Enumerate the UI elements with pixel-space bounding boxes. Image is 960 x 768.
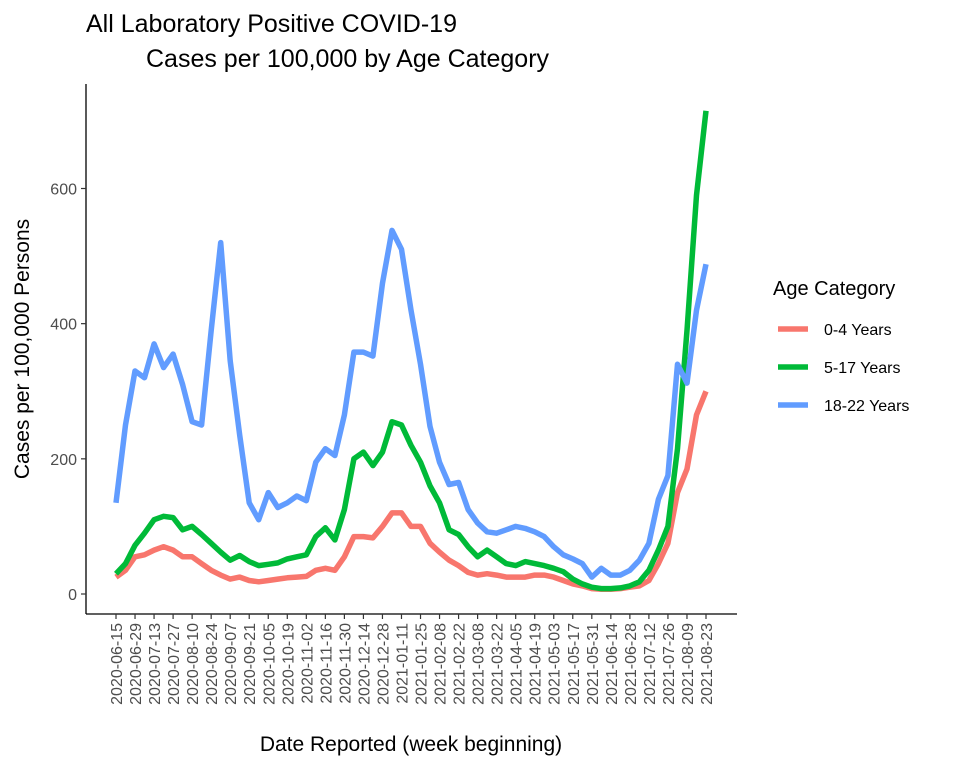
y-tick-label: 600 [50, 182, 77, 199]
x-tick-label: 2020-06-15 [109, 623, 126, 705]
legend-label: 0-4 Years [824, 322, 892, 339]
series-line-5-17-years [113, 110, 709, 592]
x-tick-label: 2020-07-13 [147, 623, 164, 705]
y-tick-label: 200 [50, 452, 77, 469]
x-tick-label: 2021-07-12 [642, 623, 659, 705]
x-tick-label: 2020-12-14 [356, 623, 373, 705]
x-tick-label: 2021-08-23 [699, 623, 716, 705]
x-axis-ticks: 2020-06-15 2020-06-29 2020-07-13 2020-07-27… [109, 614, 716, 705]
x-tick-label: 2021-05-03 [547, 623, 564, 705]
x-tick-label: 2020-08-10 [185, 623, 202, 705]
x-tick-label: 2020-07-27 [166, 623, 183, 705]
x-tick-label: 2021-02-22 [452, 623, 469, 705]
y-axis-ticks: 0 200 400 600 [50, 182, 86, 604]
x-tick-label: 2021-04-19 [528, 623, 545, 705]
y-tick-label: 400 [50, 317, 77, 334]
x-tick-label: 2020-06-29 [128, 623, 145, 705]
legend-label: 5-17 Years [824, 360, 901, 377]
x-axis-title: Date Reported (week beginning) [260, 733, 562, 756]
x-tick-label: 2020-11-16 [318, 623, 335, 704]
x-tick-label: 2021-03-22 [490, 623, 507, 705]
x-tick-label: 2021-01-25 [414, 623, 431, 705]
legend-title: Age Category [773, 278, 895, 300]
x-tick-label: 2021-02-08 [433, 623, 450, 705]
x-tick-label: 2021-01-11 [394, 623, 411, 704]
x-tick-label: 2020-09-21 [242, 623, 259, 705]
x-tick-label: 2021-07-26 [661, 623, 678, 705]
x-tick-label: 2021-05-31 [585, 623, 602, 705]
plot-area [113, 110, 709, 593]
x-tick-label: 2021-04-05 [509, 623, 526, 705]
chart-title-line2: Cases per 100,000 by Age Category [146, 45, 550, 73]
x-tick-label: 2021-06-14 [604, 623, 621, 705]
x-tick-label: 2020-10-05 [261, 623, 278, 705]
x-tick-label: 2020-11-30 [337, 623, 354, 704]
series-line-18-22-years [113, 227, 709, 580]
y-tick-label: 0 [68, 587, 77, 604]
x-tick-label: 2021-08-09 [680, 623, 697, 705]
x-tick-label: 2021-05-17 [566, 623, 583, 705]
chart-title-line1: All Laboratory Positive COVID-19 [86, 10, 457, 38]
x-tick-label: 2021-03-08 [471, 623, 488, 705]
x-tick-label: 2020-08-24 [204, 623, 221, 705]
x-tick-label: 2021-06-28 [623, 623, 640, 705]
x-tick-label: 2020-10-19 [280, 623, 297, 705]
x-tick-label: 2020-11-02 [299, 623, 316, 704]
y-axis-title: Cases per 100,000 Persons [11, 219, 34, 479]
x-tick-label: 2020-12-28 [375, 623, 392, 705]
legend: Age Category 0-4 Years 5-17 Years 18-22 Ye… [773, 278, 909, 415]
x-tick-label: 2020-09-07 [223, 623, 240, 705]
legend-label: 18-22 Years [824, 398, 909, 415]
